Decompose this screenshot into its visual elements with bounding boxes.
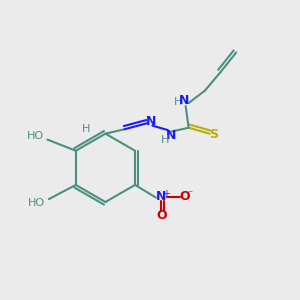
Text: O: O — [156, 209, 166, 222]
Text: S: S — [209, 128, 218, 141]
Text: H: H — [82, 124, 90, 134]
Text: +: + — [162, 189, 170, 199]
Text: N: N — [146, 115, 157, 128]
Text: N: N — [179, 94, 189, 106]
Text: HO: HO — [28, 199, 45, 208]
Text: H: H — [161, 135, 169, 145]
Text: N: N — [166, 129, 176, 142]
Text: H: H — [174, 97, 183, 106]
Text: O: O — [180, 190, 190, 203]
Text: ⁻: ⁻ — [187, 190, 192, 200]
Text: N: N — [156, 190, 166, 203]
Text: HO: HO — [27, 131, 44, 141]
